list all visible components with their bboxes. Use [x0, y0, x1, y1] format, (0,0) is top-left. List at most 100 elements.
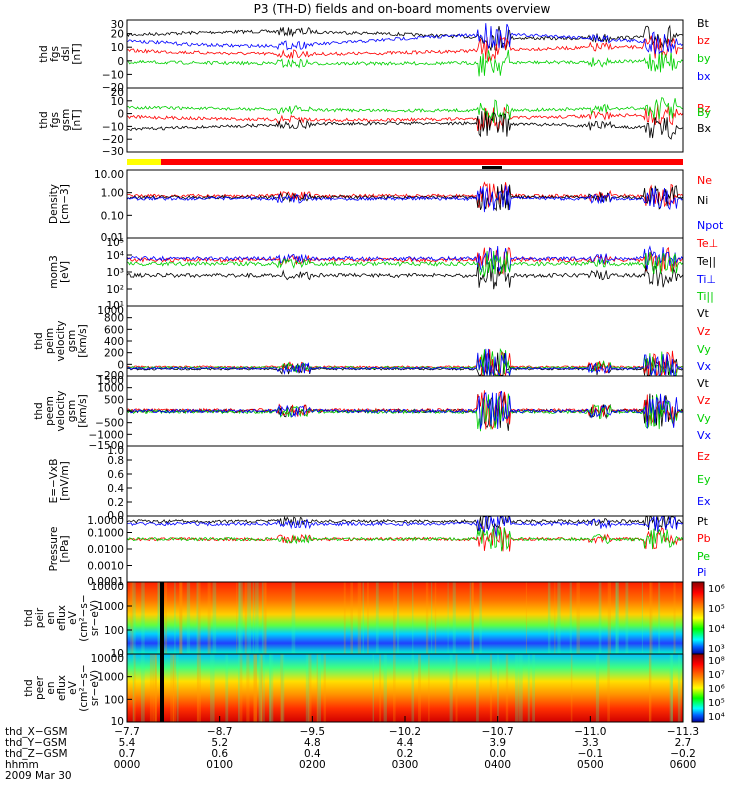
- y-axis-label: sr−eV): [89, 600, 101, 636]
- panel-frame: [126, 515, 684, 583]
- legend-ex: Ex: [697, 495, 711, 508]
- series-vx-line: [126, 390, 684, 430]
- series-ti-line: [126, 250, 684, 277]
- series-ti-line: [126, 245, 684, 273]
- x-row-label: thd_Z−GSM: [5, 748, 68, 760]
- colorbar-peir_eflux: [691, 581, 705, 655]
- legend-bx: Bx: [697, 122, 712, 135]
- series-vx-line: [126, 348, 684, 377]
- y-axis-label: thd: [38, 111, 50, 128]
- data-gap: [160, 654, 164, 722]
- y-tick-label: 0.8: [107, 455, 124, 467]
- y-axis-label: peim: [44, 328, 56, 354]
- y-tick-label: 400: [104, 336, 124, 348]
- y-tick-label: −10: [102, 69, 124, 81]
- colorbar-tick: 10⁷: [708, 670, 725, 681]
- y-axis-label: peer: [34, 675, 46, 700]
- colorbar-tick: 10⁴: [708, 624, 725, 635]
- y-tick-label: 10: [111, 96, 124, 108]
- y-tick-label: −500: [95, 418, 124, 430]
- x-tick-label: 0.4: [304, 748, 321, 760]
- y-tick-label: 10: [111, 716, 124, 728]
- series-bz-line: [126, 35, 684, 62]
- legend-ez: Ez: [697, 450, 710, 463]
- y-axis-label: fgs: [49, 46, 61, 62]
- series-bt-line: [126, 24, 684, 51]
- y-axis-label: fgs: [49, 112, 61, 128]
- x-tick-label: 0000: [114, 759, 141, 771]
- colorbar-tick: 10⁴: [708, 712, 725, 723]
- x-tick-label: 0400: [484, 759, 511, 771]
- x-tick-label: 0.7: [119, 748, 136, 760]
- legend-by: By: [697, 106, 712, 119]
- y-tick-label: 1.0: [107, 445, 124, 457]
- x-tick-label: 0.0: [489, 748, 506, 760]
- y-axis-label: gsm: [60, 109, 72, 131]
- x-tick-label: 3.3: [582, 737, 599, 749]
- x-tick-label: 0600: [670, 759, 697, 771]
- legend-pe: Pe: [697, 550, 710, 563]
- panel-frame: [126, 87, 684, 153]
- x-tick-label: 2.7: [675, 737, 692, 749]
- y-axis-label: en: [45, 611, 57, 624]
- y-axis-label: thd: [23, 679, 35, 696]
- series-bx-line: [126, 111, 684, 140]
- y-tick-label: 0: [117, 359, 124, 371]
- y-axis-label: eflux: [56, 675, 68, 701]
- y-tick-label: 0.4: [107, 483, 124, 495]
- y-axis-label: eflux: [56, 605, 68, 631]
- y-axis-label: eV: [67, 610, 79, 624]
- y-tick-label: 500: [104, 394, 124, 406]
- colorbar-tick: 10⁶: [708, 684, 725, 695]
- series-by-line: [126, 49, 684, 77]
- y-tick-label: 10: [111, 42, 124, 54]
- y-axis-label: mom3: [48, 255, 60, 289]
- y-tick-label: 10¹: [106, 300, 124, 312]
- x-tick-label: 0300: [392, 759, 419, 771]
- x-tick-label: 4.4: [397, 737, 414, 749]
- series-pi-line: [126, 515, 684, 537]
- x-tick-label: 0100: [206, 759, 233, 771]
- y-axis-label: [eV]: [59, 261, 71, 283]
- y-tick-label: 0.1000: [87, 528, 124, 540]
- y-tick-label: 600: [104, 324, 124, 336]
- series-bz-line: [126, 104, 684, 131]
- y-tick-label: 20: [111, 29, 124, 41]
- legend-vt: Vt: [697, 377, 710, 390]
- y-tick-label: 10000: [91, 581, 124, 593]
- y-tick-label: −30: [102, 146, 124, 158]
- legend-bz: bz: [697, 34, 710, 47]
- y-tick-label: 0.0: [107, 510, 124, 522]
- y-tick-label: 0: [117, 109, 124, 121]
- x-tick-label: 4.8: [304, 737, 321, 749]
- legend-vy: Vy: [697, 343, 711, 356]
- y-tick-label: 10²: [106, 284, 124, 296]
- spectrogram-peer_eflux: [127, 654, 683, 722]
- y-tick-label: 10³: [106, 267, 124, 279]
- series-pt-line: [126, 515, 684, 534]
- y-axis-label: [nT]: [71, 43, 83, 64]
- y-tick-label: 0.10: [101, 210, 124, 222]
- y-axis-label: (cm²−s−: [78, 594, 90, 641]
- y-tick-label: 30: [111, 19, 124, 31]
- x-tick-label: 5.4: [119, 737, 136, 749]
- x-row-label: hhmm: [5, 759, 39, 771]
- panel-frame: [126, 19, 684, 89]
- y-tick-label: 1.00: [101, 188, 124, 200]
- y-axis-label: [mV/m]: [59, 461, 71, 500]
- y-axis-label: thd: [38, 45, 50, 62]
- figure-title: P3 (TH-D) fields and on-board moments ov…: [254, 2, 551, 16]
- x-tick-label: 0500: [577, 759, 604, 771]
- y-tick-label: 0.0010: [87, 561, 124, 573]
- legend-vz: Vz: [697, 394, 711, 407]
- y-axis-label: [km/s]: [77, 324, 89, 358]
- panel-peir_eflux: 10⁶ 10⁵ 10⁴ 10³ 10000 1000 100 10 thd peir en eflux…: [23, 581, 725, 660]
- legend-ni: Ni: [697, 194, 708, 207]
- y-axis-label: Density: [48, 184, 60, 224]
- y-tick-label: −20: [102, 134, 124, 146]
- panel-efield: 1.00.8 0.6 0.4 0.20.0 E=−VxB [mV/m] Ez Ey Ex: [48, 445, 711, 522]
- y-tick-label: 800: [104, 313, 124, 325]
